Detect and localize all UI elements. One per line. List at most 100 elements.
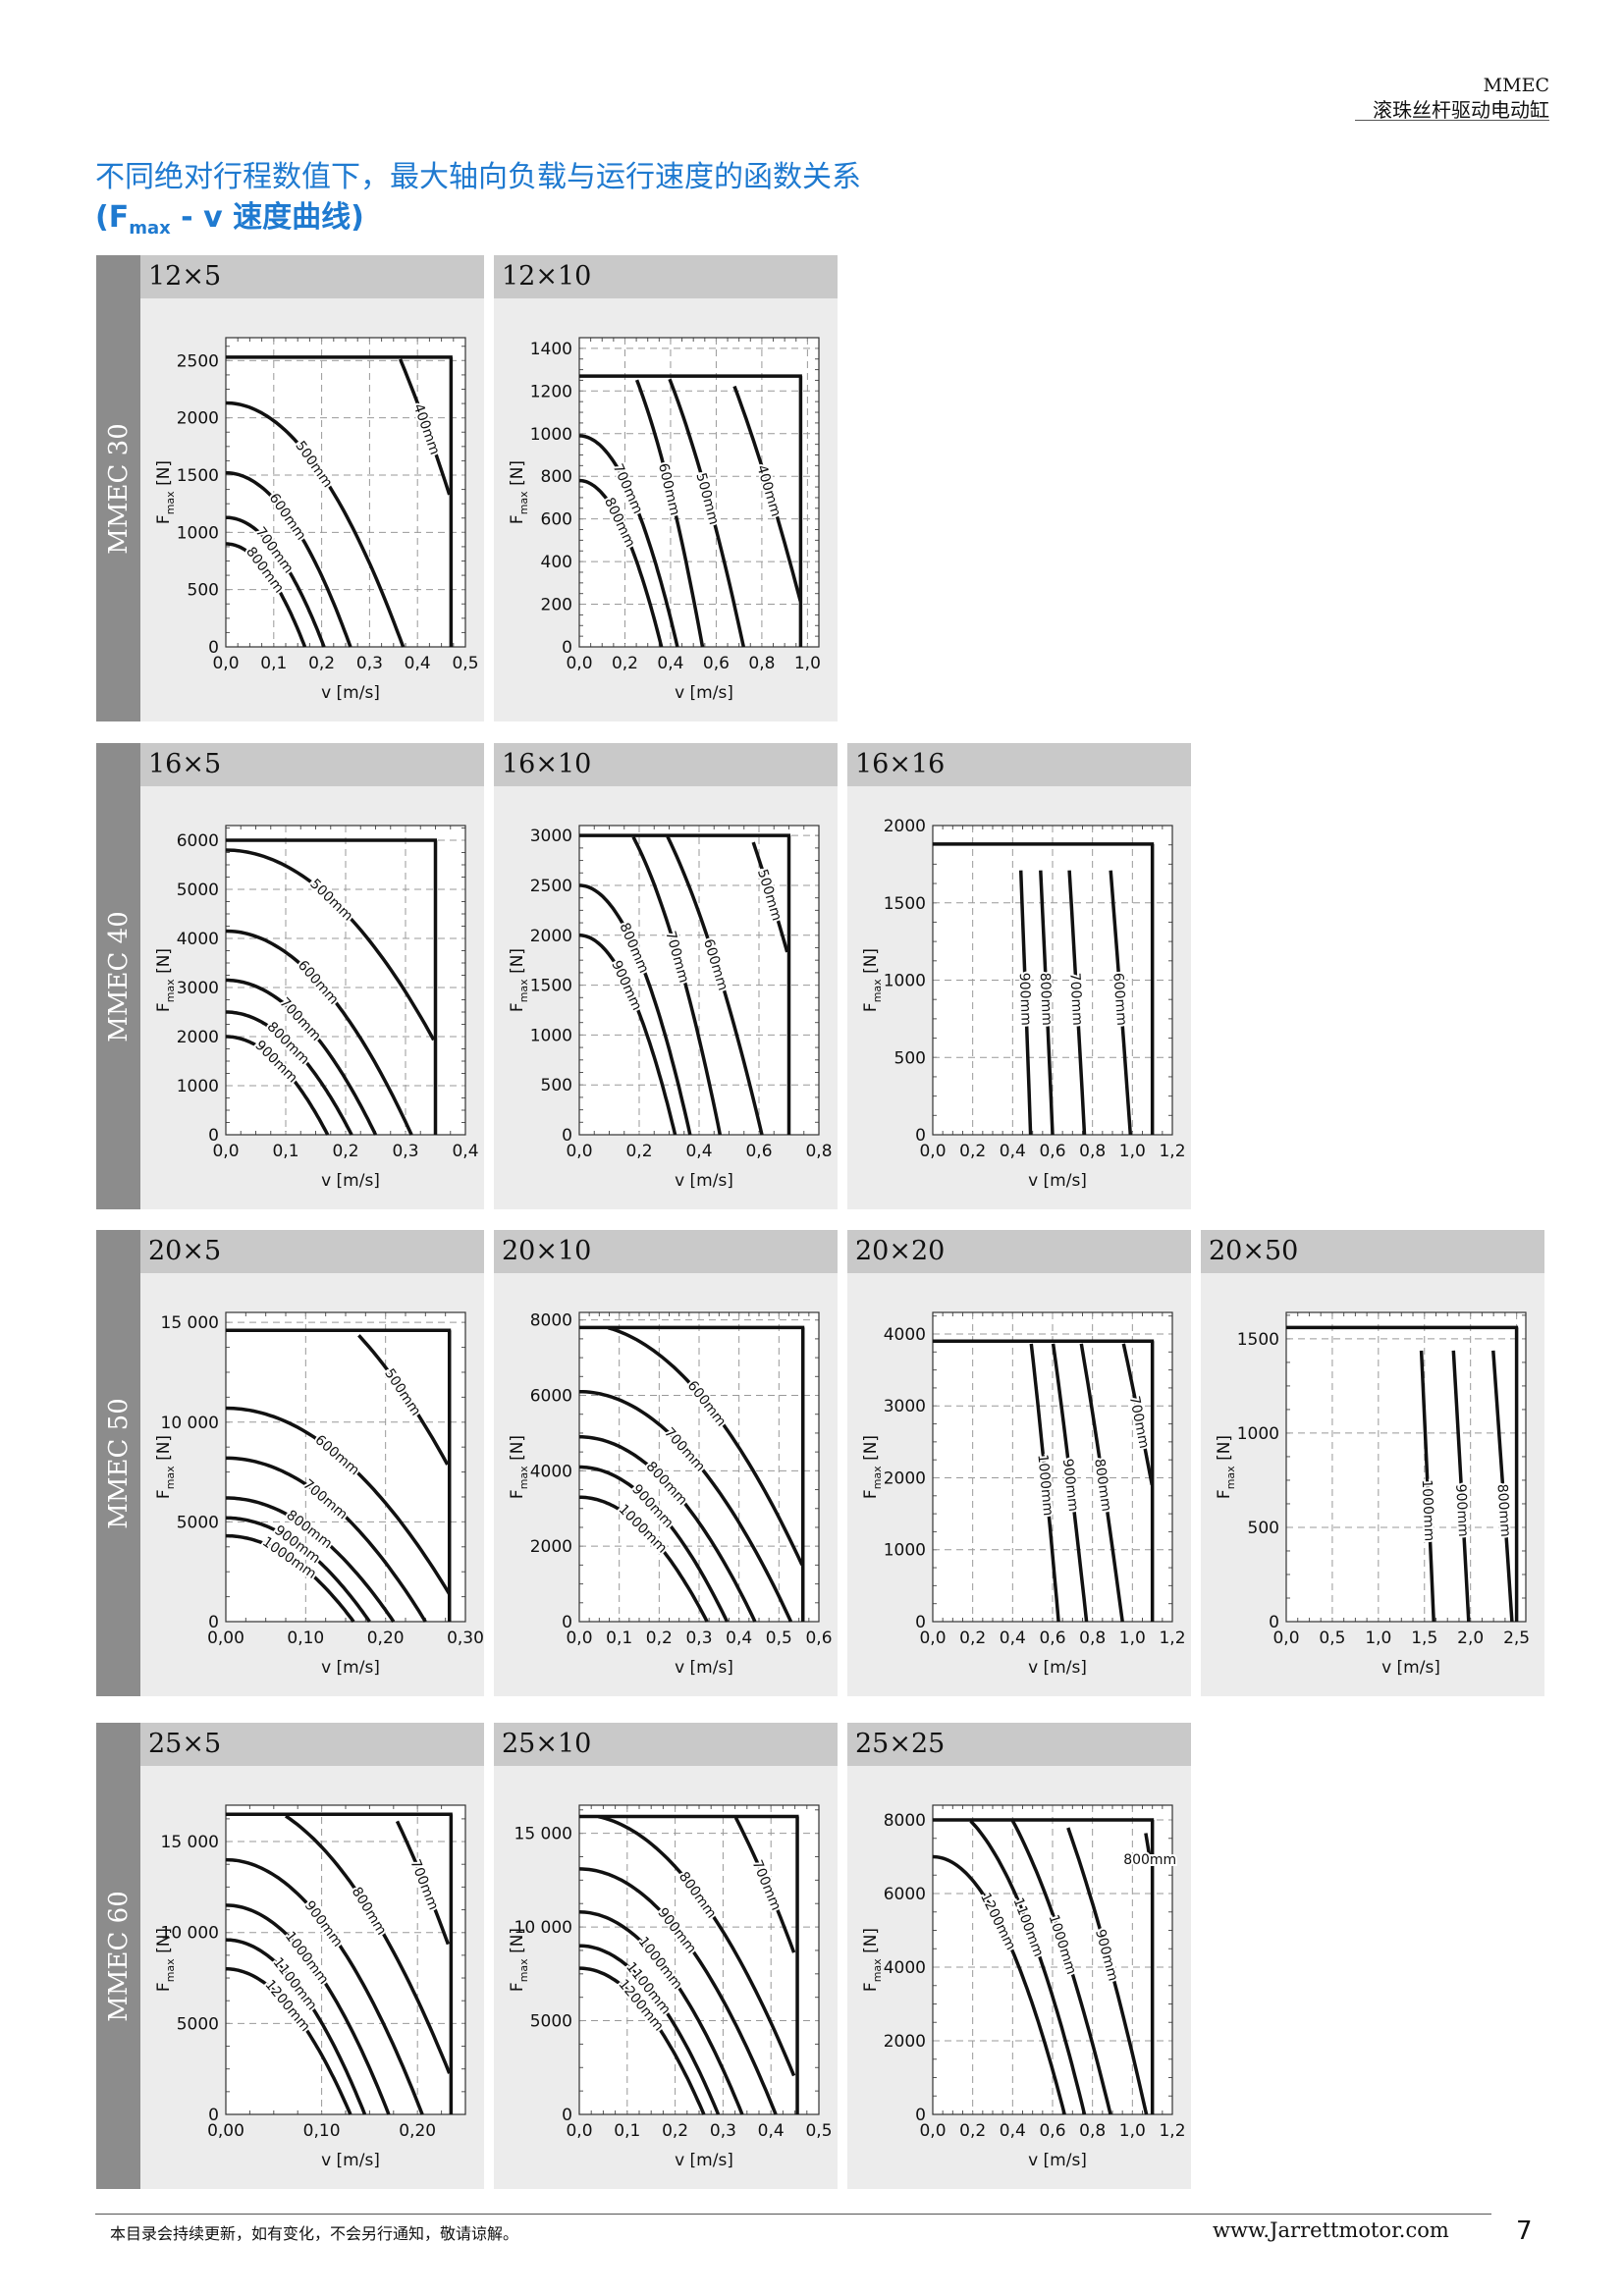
- chart-svg: 0,0 0,2 0,4 0,6 0,8 1,0 1,2 0 1000 2000 3000 4000 v …: [861, 1311, 1186, 1678]
- chart-panel: 20×10 0,0 0,1 0,2 0,3 0,4 0,5 0,6 0 2000 4000 6000 8…: [494, 1230, 838, 1696]
- series-curve: [1419, 1350, 1435, 1623]
- series-curve: [1066, 1827, 1149, 2115]
- y-axis-label: Fmax [N]: [861, 1928, 884, 1992]
- y-axis-label: Fmax [N]: [508, 1928, 530, 1992]
- x-tick-label: 0,00: [207, 2121, 244, 2141]
- series-curve: [1144, 1833, 1152, 1860]
- chart-panel: 25×25 0,0 0,2 0,4 0,6 0,8 1,0 1,2 0 2000 4000 6000 8…: [847, 1723, 1191, 2189]
- x-tick-label: 0,8: [805, 1142, 832, 1161]
- chart-title: 12×10: [494, 255, 838, 298]
- x-tick-label: 0,8: [1079, 2121, 1106, 2141]
- x-tick-label: 0,4: [758, 2121, 785, 2141]
- series-label: MMEC 50: [103, 1397, 134, 1529]
- series-curve: [225, 400, 406, 648]
- chart-panel: 20×50 0,0 0,5 1,0 1,5 2,0 2,5 0 500 1000 1500 v [m/…: [1201, 1230, 1544, 1696]
- y-tick-label: 1500: [530, 977, 572, 996]
- series-curve: [357, 1334, 450, 1466]
- x-tick-label: 1,5: [1411, 1629, 1437, 1648]
- x-tick-label: 0,6: [703, 654, 730, 673]
- y-axis-label: Fmax [N]: [508, 460, 530, 524]
- y-tick-label: 500: [541, 1076, 572, 1095]
- y-tick-label: 10 000: [161, 1924, 219, 1944]
- y-tick-label: 400: [541, 553, 572, 572]
- plot-frame: [225, 1311, 466, 1623]
- x-tick-label: 0,0: [1272, 1629, 1299, 1648]
- x-tick-label: 0,0: [566, 1142, 592, 1161]
- series-curve: [579, 883, 692, 1136]
- y-tick-label: 2000: [177, 409, 219, 429]
- series-label: 1000mm: [1419, 1479, 1437, 1542]
- series-curve: [732, 385, 802, 602]
- y-tick-label: 1500: [177, 466, 219, 486]
- chart-svg: 0,00 0,10 0,20 0,30 0 5000 10 000 15 000 v [m/s]…: [154, 1311, 484, 1678]
- series-curve: [578, 1867, 778, 2115]
- y-tick-label: 0: [915, 2106, 926, 2125]
- series-curve: [1039, 870, 1055, 1136]
- series-curve: [226, 1010, 353, 1136]
- header-rule: [1355, 120, 1549, 121]
- chart-panel: 12×10 0,0 0,2 0,4 0,6 0,8 1,0 0 200 400 600 800 1000…: [494, 255, 838, 721]
- y-tick-label: 800: [541, 467, 572, 487]
- series-label: 800mm: [1037, 973, 1055, 1027]
- x-tick-label: 2,5: [1503, 1629, 1530, 1648]
- x-tick-label: 0,00: [207, 1629, 244, 1648]
- x-tick-label: 0,3: [685, 1629, 712, 1648]
- y-tick-label: 0: [208, 2106, 219, 2125]
- x-tick-label: 0,0: [212, 654, 239, 673]
- x-tick-label: 0,6: [1039, 1142, 1065, 1161]
- series-curve: [226, 542, 307, 648]
- x-tick-label: 0,5: [1319, 1629, 1345, 1648]
- y-tick-label: 0: [562, 1126, 572, 1146]
- x-tick-label: 0,0: [566, 2121, 592, 2141]
- y-tick-label: 4000: [530, 1462, 572, 1481]
- footer-url[interactable]: www.Jarrettmotor.com: [1213, 2218, 1449, 2242]
- series-curve: [751, 841, 789, 953]
- y-axis-label: Fmax [N]: [861, 948, 884, 1012]
- y-tick-label: 5000: [177, 881, 219, 900]
- y-tick-label: 2000: [884, 1468, 926, 1488]
- chart-panel: 20×5 0,00 0,10 0,20 0,30 0 5000 10 000 15 000 v […: [140, 1230, 484, 1696]
- y-tick-label: 0: [915, 1126, 926, 1146]
- chart-svg: 0,0 0,1 0,2 0,3 0,4 0,5 0 500 1000 1500 2000 2500 v …: [154, 337, 479, 703]
- x-tick-label: 0,2: [959, 2121, 986, 2141]
- chart-title: 20×5: [140, 1230, 484, 1273]
- x-axis-label: v [m/s]: [675, 1658, 733, 1678]
- series-curve: [1491, 1350, 1514, 1623]
- series-curve: [1029, 1343, 1060, 1623]
- series-label-bar: MMEC 30: [96, 255, 140, 721]
- x-tick-label: 1,2: [1159, 1629, 1185, 1648]
- chart-svg: 0,0 0,2 0,4 0,6 0,8 1,0 0 200 400 600 800 1000 1200 1…: [508, 337, 821, 703]
- chart-title: 12×5: [140, 255, 484, 298]
- series-label-bar: MMEC 40: [96, 743, 140, 1209]
- chart-title: 20×20: [847, 1230, 1191, 1273]
- y-tick-label: 2500: [177, 351, 219, 371]
- y-tick-label: 0: [208, 1126, 219, 1146]
- y-tick-label: 6000: [530, 1387, 572, 1407]
- series-curve: [668, 378, 746, 648]
- series-curve: [225, 1406, 452, 1595]
- header-brand: MMEC: [1483, 75, 1549, 96]
- chart-title: 20×10: [494, 1230, 838, 1273]
- series-curve: [226, 978, 378, 1136]
- x-tick-label: 1,0: [1119, 1142, 1146, 1161]
- y-tick-label: 0: [1269, 1613, 1279, 1632]
- y-tick-label: 8000: [530, 1311, 572, 1331]
- x-axis-label: v [m/s]: [321, 1171, 380, 1191]
- series-curve: [226, 1967, 352, 2115]
- x-tick-label: 0,10: [303, 2121, 341, 2141]
- y-tick-label: 5000: [177, 2014, 219, 2034]
- series-label: 800mm: [1123, 1852, 1176, 1868]
- chart-title: 25×10: [494, 1723, 838, 1766]
- y-tick-label: 0: [562, 2106, 572, 2125]
- x-tick-label: 0,0: [566, 654, 592, 673]
- series-label: 900mm: [1452, 1483, 1471, 1537]
- series-curve: [285, 1814, 452, 2074]
- x-tick-label: 0,4: [452, 1142, 478, 1161]
- y-axis-label: Fmax [N]: [154, 460, 177, 524]
- series-curve: [1018, 870, 1033, 1136]
- x-axis-label: v [m/s]: [321, 683, 380, 703]
- x-tick-label: 1,2: [1159, 2121, 1185, 2141]
- plot-frame: [932, 1311, 1173, 1623]
- x-tick-label: 0,2: [959, 1629, 986, 1648]
- chart-title: 20×50: [1201, 1230, 1544, 1273]
